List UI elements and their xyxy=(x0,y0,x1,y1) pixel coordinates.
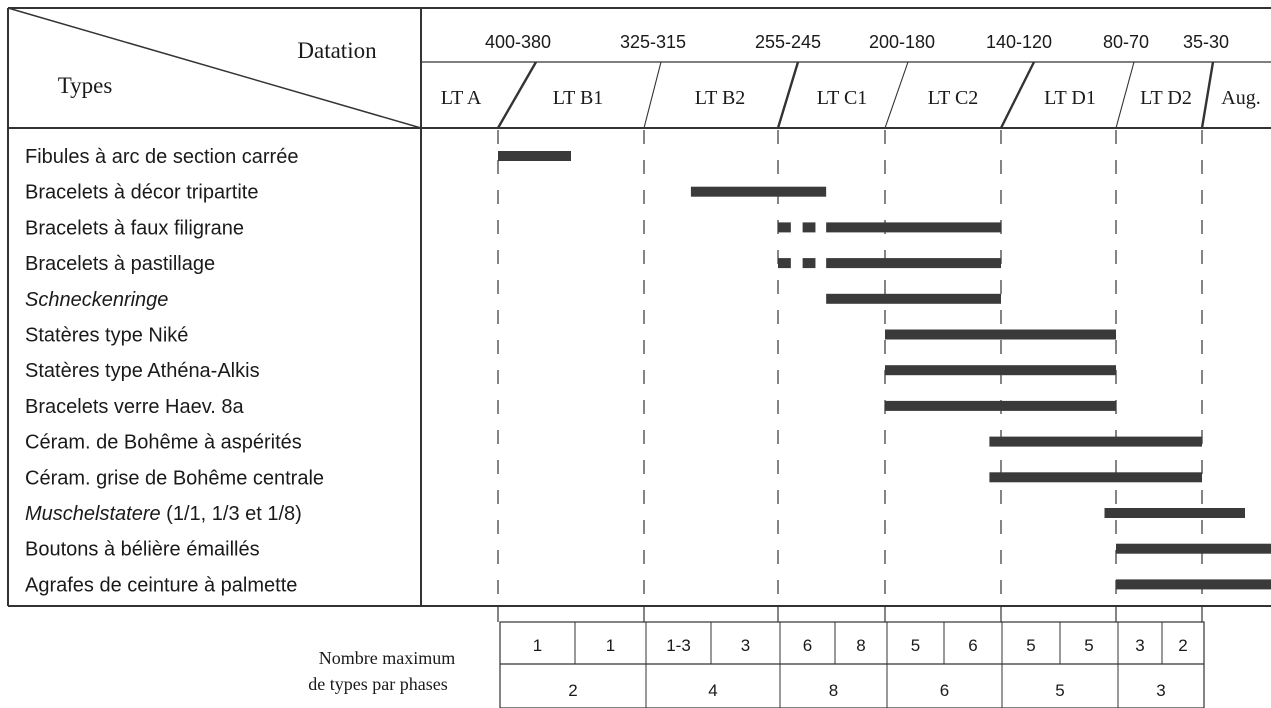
range-bar xyxy=(1116,579,1271,590)
type-label: Bracelets verre Haev. 8a xyxy=(25,396,244,418)
count-sub-value: 3 xyxy=(741,636,750,655)
count-main-value: 6 xyxy=(940,681,949,700)
phase-label: LT C1 xyxy=(817,87,868,109)
range-bar xyxy=(989,472,1202,483)
type-label-name: Statères type Athéna-Alkis xyxy=(25,360,260,382)
phase-label: LT B2 xyxy=(695,87,746,109)
type-labels: Fibules à arc de section carrée Bracelets… xyxy=(25,146,324,596)
range-bar xyxy=(802,222,816,233)
range-bar xyxy=(826,222,1001,233)
date-label: 80-70 xyxy=(1103,32,1149,52)
count-sub-value: 1 xyxy=(533,636,542,655)
type-label: Boutons à bélière émaillés xyxy=(25,539,260,561)
type-label-name: Bracelets à faux filigrane xyxy=(25,217,244,239)
date-label: 400-380 xyxy=(485,32,551,52)
type-label-name: Statères type Niké xyxy=(25,325,188,347)
count-sub-value: 6 xyxy=(968,636,977,655)
range-bar xyxy=(885,365,1116,376)
phase-separator xyxy=(643,61,662,129)
date-label: 325-315 xyxy=(620,32,686,52)
count-main-value: 3 xyxy=(1156,681,1165,700)
type-label: Céram. de Bohême à aspérités xyxy=(25,432,302,454)
phase-label: Aug. xyxy=(1221,87,1260,109)
phase-label: LT B1 xyxy=(553,87,604,109)
phase-separator xyxy=(496,61,538,129)
counts-frame xyxy=(499,621,1205,708)
type-label: Bracelets à décor tripartite xyxy=(25,182,258,204)
range-bar xyxy=(885,329,1116,340)
phase-separator xyxy=(999,61,1036,129)
range-bar xyxy=(989,436,1202,447)
count-main-value: 4 xyxy=(708,681,717,700)
table-frame xyxy=(7,7,1271,607)
range-bar xyxy=(885,400,1116,411)
type-label-name: Bracelets verre Haev. 8a xyxy=(25,396,244,418)
count-main-value: 5 xyxy=(1055,681,1064,700)
counts-table: 1 1 1-3 3 6 8 5 6 5 5 3 2 2 4 8 6 5 3 xyxy=(499,621,1205,708)
type-label: Céram. grise de Bohême centrale xyxy=(25,467,324,489)
type-label: Fibules à arc de section carrée xyxy=(25,146,298,168)
range-bar xyxy=(690,186,827,197)
type-label: Statères type Niké xyxy=(25,325,188,347)
type-label-name: Céram. de Bohême à aspérités xyxy=(25,432,302,454)
type-label-name: Bracelets à décor tripartite xyxy=(25,182,258,204)
range-bars xyxy=(498,151,1271,590)
counts-label-line2: de types par phases xyxy=(308,674,447,694)
type-label: Bracelets à pastillage xyxy=(25,253,215,275)
count-sub-value: 8 xyxy=(856,636,865,655)
date-labels: 400-380 325-315 255-245 200-180 140-120 80-70… xyxy=(485,32,1229,52)
phase-label: LT D2 xyxy=(1140,87,1192,109)
date-label: 200-180 xyxy=(869,32,935,52)
count-sub-value: 3 xyxy=(1135,636,1144,655)
type-label-suffix: (1/1, 1/3 et 1/8) xyxy=(161,503,302,525)
range-bar xyxy=(826,293,1001,304)
phase-label: LT D1 xyxy=(1044,87,1096,109)
count-sub-value: 5 xyxy=(1026,636,1035,655)
phase-labels: LT A LT B1 LT B2 LT C1 LT C2 LT D1 LT D2 Aug. xyxy=(441,87,1261,109)
type-label-name: Fibules à arc de section carrée xyxy=(25,146,298,168)
count-sub-value: 5 xyxy=(1084,636,1093,655)
count-main-value: 2 xyxy=(568,681,577,700)
phase-separator xyxy=(884,61,909,129)
date-label: 35-30 xyxy=(1183,32,1229,52)
type-label: Muschelstatere (1/1, 1/3 et 1/8) xyxy=(25,503,302,525)
type-label-name: Muschelstatere xyxy=(25,503,161,525)
phase-label: LT C2 xyxy=(928,87,979,109)
phase-separator xyxy=(776,61,800,129)
type-label: Schneckenringe xyxy=(25,289,168,311)
range-bar xyxy=(778,222,791,233)
count-sub-value: 1-3 xyxy=(666,636,691,655)
phase-label: LT A xyxy=(441,87,482,109)
range-bar xyxy=(826,258,1001,269)
type-label: Bracelets à faux filigrane xyxy=(25,217,244,239)
phase-separator xyxy=(1200,61,1215,129)
phase-separators xyxy=(496,61,1215,129)
date-label: 255-245 xyxy=(755,32,821,52)
type-label-name: Bracelets à pastillage xyxy=(25,253,215,275)
range-bar xyxy=(1116,543,1271,554)
count-sub-value: 2 xyxy=(1178,636,1187,655)
count-main-value: 8 xyxy=(829,681,838,700)
dashed-guides xyxy=(497,130,1203,622)
count-sub-value: 6 xyxy=(803,636,812,655)
count-sub-value: 1 xyxy=(606,636,615,655)
type-label: Statères type Athéna-Alkis xyxy=(25,360,260,382)
date-label: 140-120 xyxy=(986,32,1052,52)
counts-label-line1: Nombre maximum xyxy=(319,648,455,668)
type-label: Agrafes de ceinture à palmette xyxy=(25,574,297,596)
count-sub-value: 5 xyxy=(911,636,920,655)
type-label-name: Agrafes de ceinture à palmette xyxy=(25,574,297,596)
corner-datation-label: Datation xyxy=(297,38,377,63)
range-bar xyxy=(1104,508,1245,518)
type-label-name: Boutons à bélière émaillés xyxy=(25,539,260,561)
corner-types-label: Types xyxy=(58,73,113,98)
range-bar xyxy=(778,258,791,269)
phase-separator xyxy=(1115,61,1135,129)
type-label-name: Céram. grise de Bohême centrale xyxy=(25,467,324,489)
type-label-name: Schneckenringe xyxy=(25,289,168,311)
range-bar xyxy=(498,151,571,161)
range-bar xyxy=(802,258,816,269)
